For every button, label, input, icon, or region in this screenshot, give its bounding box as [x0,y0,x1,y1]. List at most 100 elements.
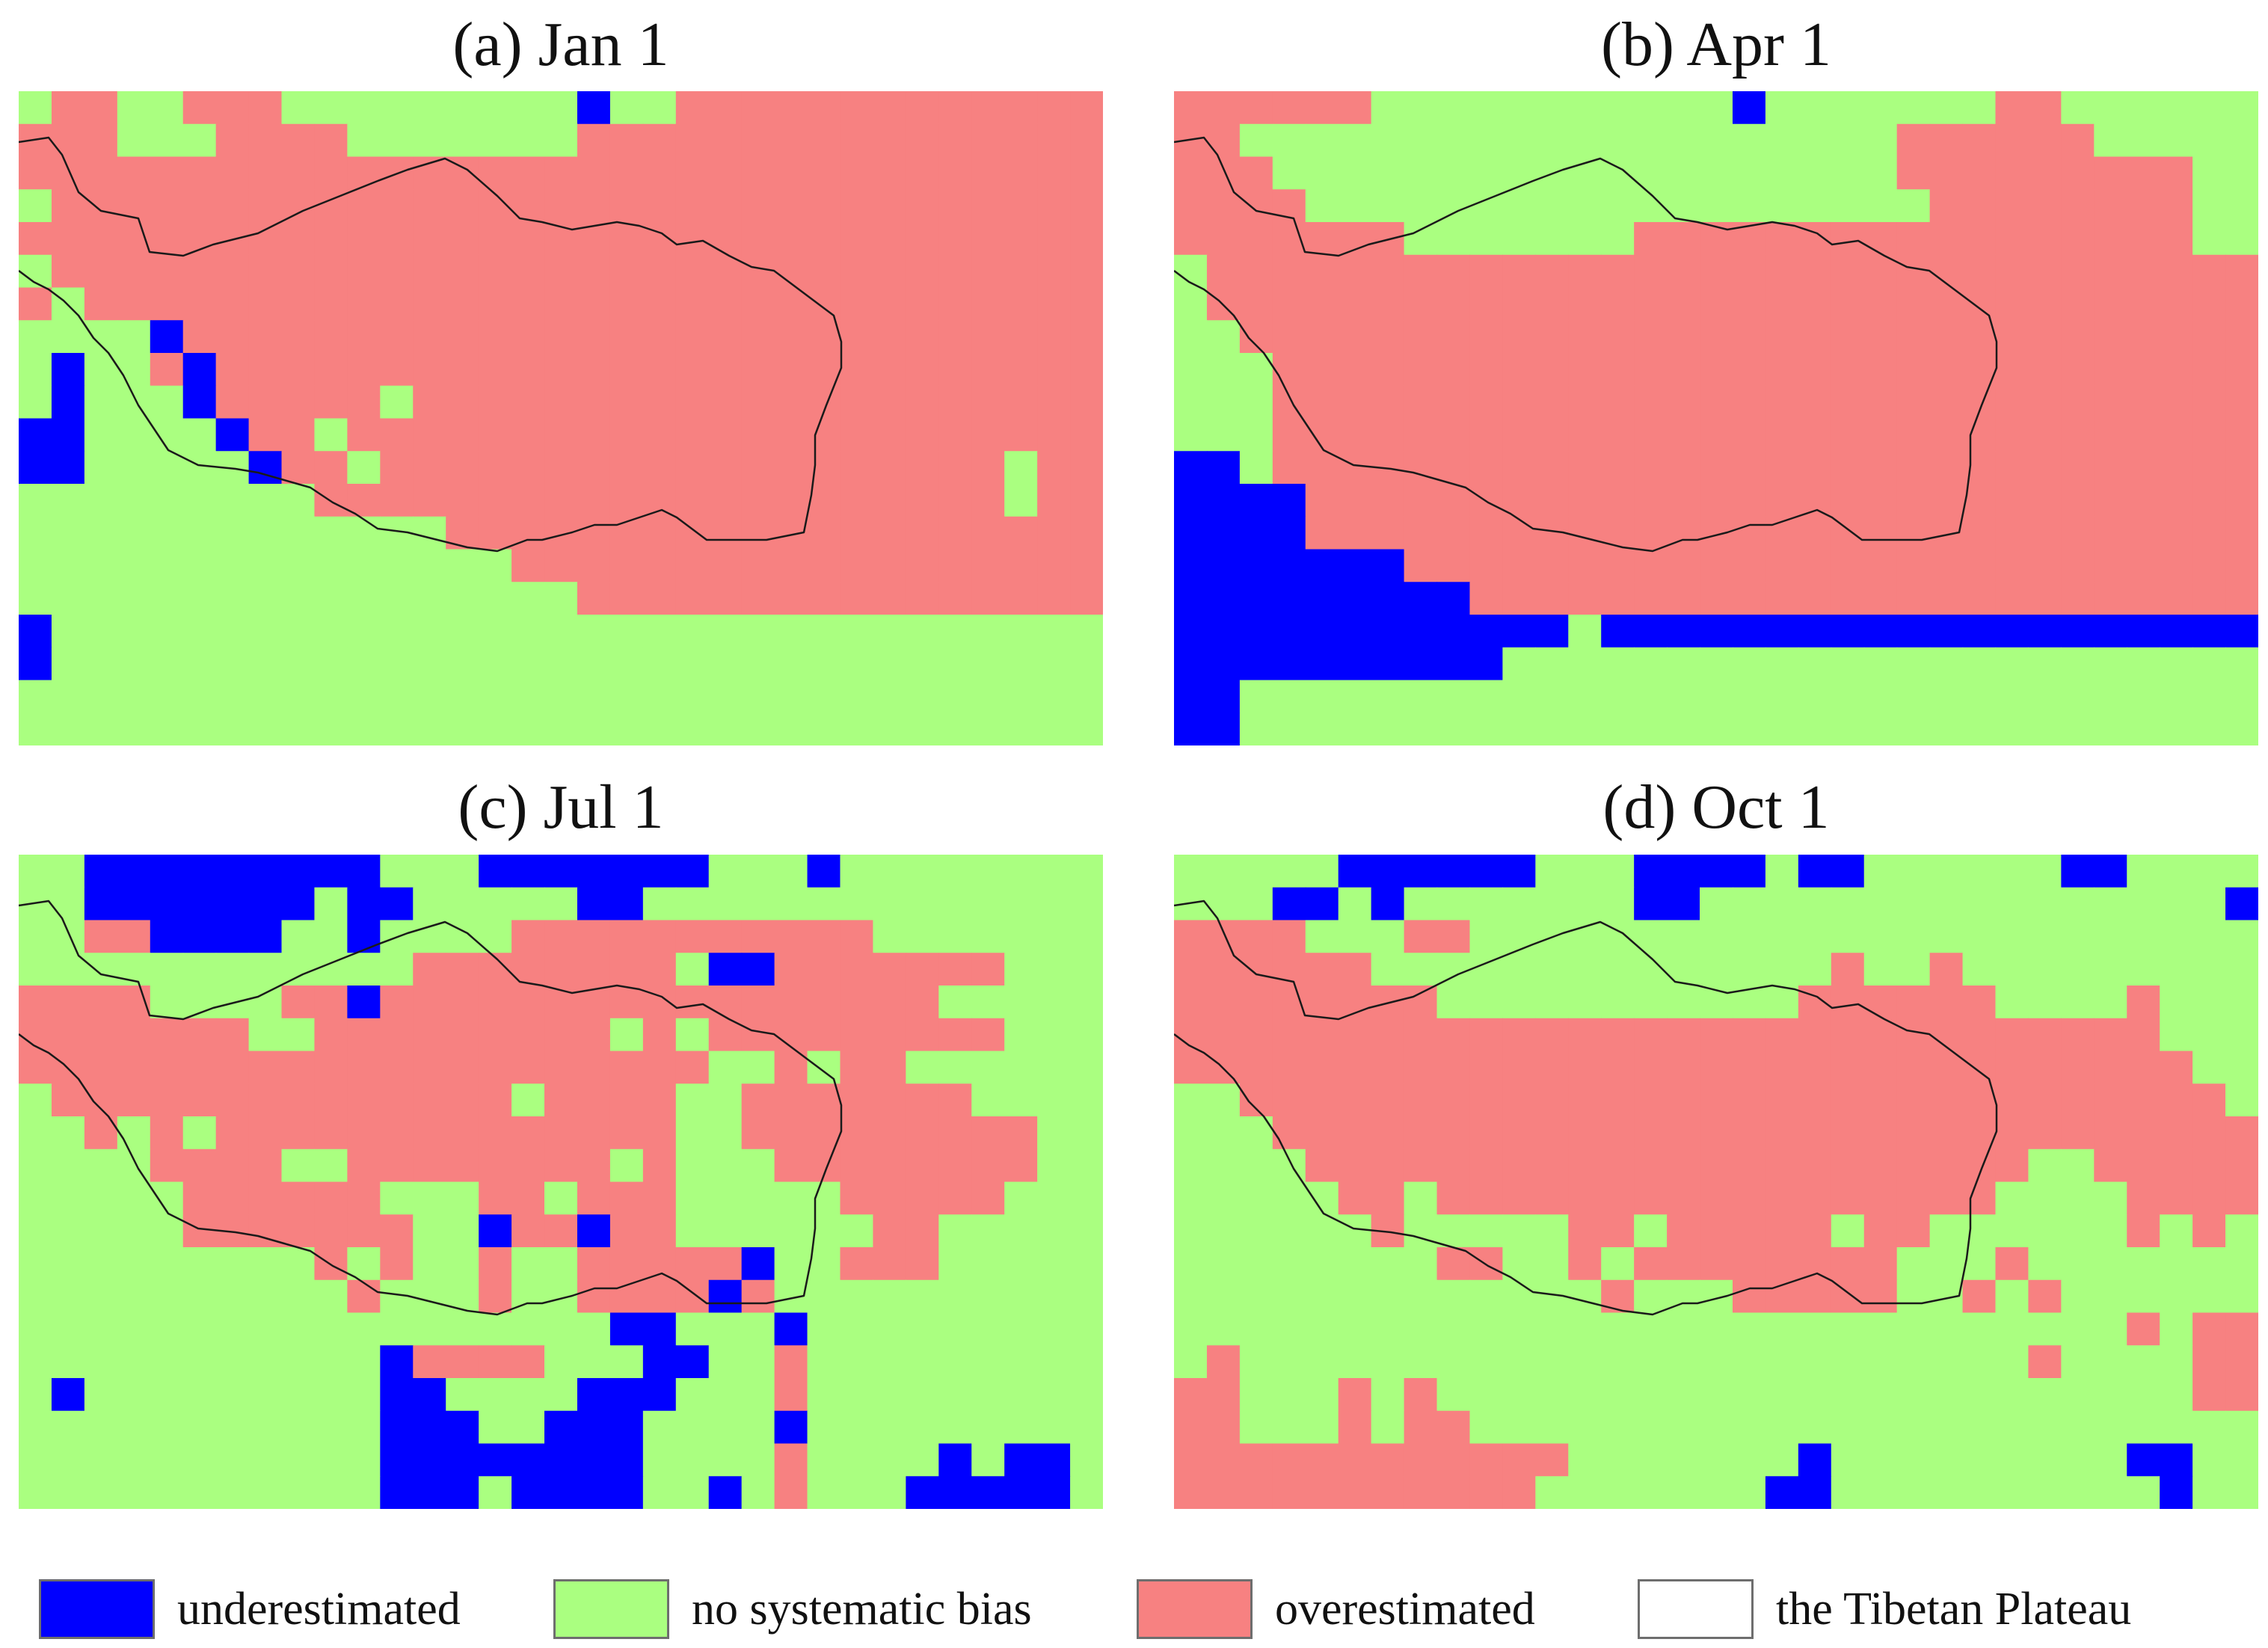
grid-cell [380,484,414,517]
grid-cell [51,1018,85,1052]
grid-cell [642,1312,677,1346]
grid-cell [1568,887,1602,921]
grid-cell [938,254,972,289]
grid-cell [1239,1345,1273,1379]
grid-cell [1962,516,1997,550]
grid-cell [2225,1476,2258,1509]
grid-cell [906,1378,939,1412]
grid-cell [1037,123,1071,158]
grid-cell [413,451,446,485]
grid-cell [1962,582,1997,615]
grid-cell [2160,484,2193,517]
grid-cell [1535,647,1569,681]
grid-cell [1436,1051,1471,1084]
grid-cell [2127,189,2160,223]
grid-cell [741,1443,775,1477]
grid-cell [2127,418,2160,452]
grid-cell [2094,582,2127,615]
grid-cell [1995,1279,2029,1314]
grid-cell [1174,320,1208,354]
grid-cell [1831,1018,1865,1052]
grid-cell [2094,189,2127,223]
grid-cell [1206,1378,1241,1412]
grid-cell [2094,418,2127,452]
grid-cell [2192,451,2226,485]
grid-cell [873,418,906,452]
grid-cell [873,123,906,158]
grid-cell [248,418,283,452]
grid-cell [807,320,841,354]
grid-cell [708,582,743,615]
grid-cell [1502,91,1536,125]
grid-cell [2028,1443,2062,1477]
grid-cell [1798,287,1832,321]
grid-cell [1929,123,1964,158]
grid-cell [1732,680,1766,713]
grid-cell [413,1476,446,1509]
grid-cell [1305,1149,1339,1183]
grid-cell [2061,1116,2095,1150]
grid-cell [413,582,446,615]
grid-cell [511,1214,545,1248]
grid-cell [446,582,479,615]
grid-cell [1667,156,1700,190]
grid-cell [1634,91,1668,125]
grid-cell [1436,1410,1471,1445]
grid-cell [1239,986,1273,1019]
grid-cell [2094,123,2127,158]
grid-cell [1436,582,1471,615]
grid-cell [971,887,1005,921]
grid-cell [1338,123,1372,158]
grid-cell [807,713,841,745]
grid-cell [1436,1214,1471,1248]
grid-cell [1436,189,1471,223]
grid-cell [2094,91,2127,125]
grid-cell [511,1051,545,1084]
grid-cell [1700,855,1733,888]
grid-cell [413,418,446,452]
grid-cell [281,287,316,321]
grid-cell [248,1214,283,1248]
grid-cell [1765,1214,1799,1248]
grid-cell [609,680,644,713]
grid-cell [1502,713,1536,745]
grid-cell [544,920,578,953]
grid-cell [1338,189,1372,223]
grid-cell [1404,91,1438,125]
grid-cell [971,1181,1005,1215]
grid-cell [906,1181,939,1215]
grid-cell [150,1083,184,1117]
grid-cell [938,920,972,953]
grid-cell [2127,680,2160,713]
grid-cell [1995,920,2029,953]
grid-cell [1667,1410,1700,1445]
grid-cell [1995,1018,2029,1052]
grid-cell [1798,1181,1832,1215]
grid-cell [1962,254,1997,289]
grid-cell [1601,451,1635,485]
grid-cell [642,953,677,986]
grid-cell [314,1116,348,1150]
grid-cell [511,1149,545,1183]
grid-cell [1239,418,1273,452]
grid-cell [2160,189,2193,223]
grid-cell [741,680,775,713]
grid-cell [1338,680,1372,713]
grid-cell [2225,1051,2258,1084]
grid-cell [511,1181,545,1215]
grid-cell [1239,516,1273,550]
grid-cell [1732,1443,1766,1477]
grid-cell [19,1181,52,1215]
grid-cell [971,582,1005,615]
grid-cell [1601,647,1635,681]
grid-cell [708,123,743,158]
grid-cell [248,1312,283,1346]
grid-cell [1896,1247,1931,1281]
grid-cell [2028,1476,2062,1509]
grid-cell [1962,920,1997,953]
grid-cell [1436,920,1471,953]
grid-cell [577,1279,611,1314]
grid-cell [479,855,512,888]
grid-cell [1239,1312,1273,1346]
grid-cell [1174,1312,1208,1346]
